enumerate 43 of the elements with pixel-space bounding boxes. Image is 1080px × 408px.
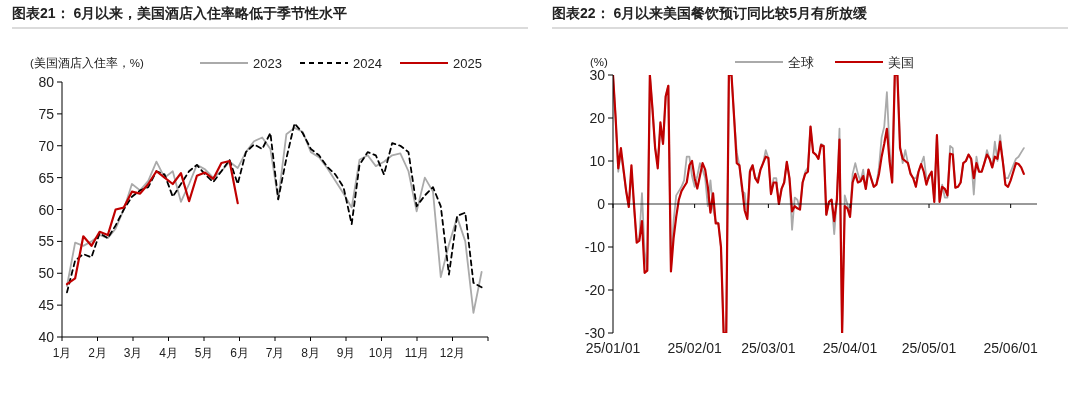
y-tick-label: -20: [584, 282, 606, 298]
x-tick-label: 25/03/01: [741, 340, 796, 356]
y-tick-label: 30: [589, 67, 606, 83]
y-tick-label: 40: [38, 329, 55, 345]
x-tick-label: 25/02/01: [667, 340, 723, 356]
y-axis-title: (%): [590, 56, 609, 68]
x-tick-label: 25/05/01: [901, 340, 957, 356]
legend-label: 2025: [453, 56, 482, 71]
y-tick-label: 50: [38, 265, 55, 282]
y-tick-label: -10: [584, 239, 606, 255]
y-tick-label: -30: [584, 325, 606, 341]
x-tick-label: 8月: [301, 346, 320, 360]
legend-label: 全球: [788, 55, 814, 70]
chart-title: 图表22： 6月以来美国餐饮预订同比较5月有所放缓: [552, 5, 869, 21]
chart-title: 图表21： 6月以来，美国酒店入住率略低于季节性水平: [12, 5, 348, 21]
x-tick-label: 11月: [404, 346, 430, 360]
x-tick-label: 2月: [88, 346, 107, 360]
y-tick-label: 55: [38, 233, 55, 250]
y-tick-label: 60: [38, 201, 55, 218]
y-tick-label: 10: [589, 153, 606, 169]
legend-label: 美国: [888, 55, 914, 70]
x-tick-label: 10月: [368, 346, 395, 360]
x-tick-label: 3月: [123, 346, 143, 360]
y-tick-label: 0: [597, 196, 606, 212]
y-tick-label: 70: [38, 137, 55, 154]
legend-label: 2023: [253, 56, 282, 71]
x-tick-label: 25/06/01: [983, 340, 1039, 356]
y-tick-label: 80: [38, 74, 55, 90]
x-tick-label: 1月: [52, 346, 72, 360]
x-tick-label: 7月: [265, 346, 285, 360]
x-tick-label: 25/01/01: [585, 340, 641, 356]
y-tick-label: 65: [38, 169, 55, 186]
y-tick-label: 45: [38, 297, 55, 314]
x-tick-label: 25/04/01: [822, 340, 878, 356]
x-tick-label: 5月: [194, 346, 214, 360]
x-tick-label: 4月: [159, 346, 178, 360]
x-tick-label: 9月: [336, 346, 356, 360]
y-tick-label: 20: [589, 110, 606, 126]
y-axis-title: (美国酒店入住率，%): [30, 56, 145, 69]
legend-label: 2024: [353, 56, 382, 71]
y-tick-label: 75: [38, 105, 55, 122]
x-tick-label: 12月: [439, 346, 466, 360]
x-tick-label: 6月: [230, 346, 249, 360]
